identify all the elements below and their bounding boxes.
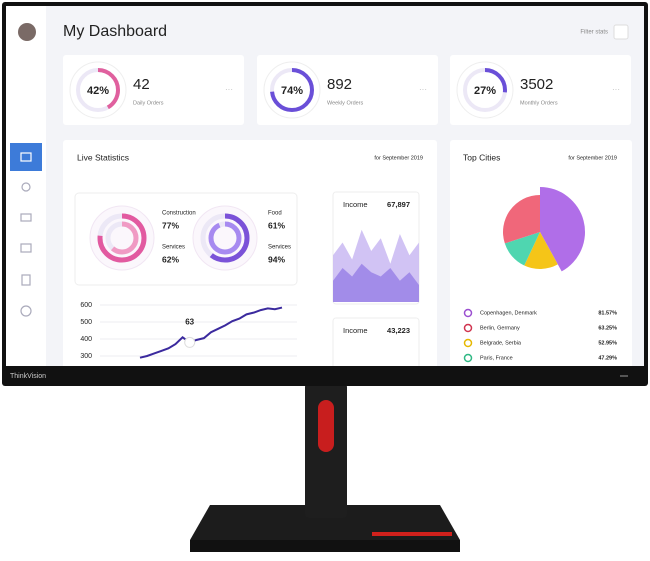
- ring-arc: [200, 213, 250, 263]
- pie-slice: [540, 187, 586, 272]
- city-name: Copenhagen, Denmark: [480, 310, 537, 316]
- stand-accent: [372, 532, 452, 536]
- section-title: Top Cities: [463, 152, 500, 162]
- nav-icon-stats[interactable]: [20, 152, 32, 162]
- stat-caption: Weekly Orders: [327, 100, 364, 106]
- nav-icon-chat[interactable]: [20, 243, 32, 253]
- filter-button[interactable]: Filter stats: [580, 30, 608, 36]
- filter-icon[interactable]: [613, 24, 629, 40]
- ring-arc: [208, 221, 242, 255]
- nav-active[interactable]: [10, 143, 42, 171]
- nav-icon-settings[interactable]: [20, 305, 32, 317]
- period-filter[interactable]: for September 2019: [568, 155, 617, 161]
- stat-caption: Monthly Orders: [520, 100, 558, 106]
- city-value: 63.25%: [598, 325, 617, 331]
- income-value: 67,897: [387, 200, 410, 209]
- stand-base: [190, 505, 460, 540]
- y-tick-label: 400: [80, 336, 92, 343]
- highlight-point: [184, 336, 196, 348]
- ring-arc: [97, 213, 147, 263]
- ring-name: Services: [162, 245, 185, 251]
- stat-menu: ···: [225, 85, 233, 94]
- ring-label: 74%: [281, 85, 303, 97]
- ring-name: Services: [268, 245, 291, 251]
- y-tick-label: 300: [80, 353, 92, 360]
- ring-name: Food: [268, 211, 282, 217]
- avatar: [18, 23, 36, 41]
- income-value: 43,223: [387, 326, 410, 335]
- pie-slice: [504, 232, 540, 266]
- ring-value: 61%: [268, 220, 285, 230]
- power-led: [620, 375, 628, 377]
- sidebar: [6, 6, 46, 366]
- stand-base-edge: [190, 540, 460, 552]
- city-name: Berlin, Germany: [480, 325, 520, 331]
- section-title: Live Statistics: [77, 152, 129, 162]
- city-name: Paris, France: [480, 355, 513, 361]
- city-value: 47.29%: [598, 355, 617, 361]
- pie-slice: [524, 232, 558, 269]
- nav-icon-pin[interactable]: [21, 182, 31, 192]
- pie-slice: [503, 195, 540, 244]
- city-dot: [463, 353, 473, 363]
- city-name: Belgrade, Serbia: [480, 340, 522, 346]
- city-dot: [463, 308, 473, 318]
- city-dot: [463, 338, 473, 348]
- y-tick-label: 600: [80, 302, 92, 309]
- ring-label: 27%: [474, 85, 496, 97]
- cable-hole: [318, 400, 334, 452]
- stat-value: 3502: [520, 76, 553, 93]
- brand: ThinkVision: [10, 373, 46, 380]
- income-name: Income: [343, 200, 368, 209]
- page-title: My Dashboard: [63, 23, 167, 40]
- city-value: 81.57%: [598, 310, 617, 316]
- stat-value: 892: [327, 76, 352, 93]
- stat-menu: ···: [419, 85, 427, 94]
- income-area: [333, 263, 419, 302]
- period-filter[interactable]: for September 2019: [374, 155, 423, 161]
- income-card: [332, 317, 420, 366]
- nav-icon-doc[interactable]: [21, 274, 31, 286]
- ring-label: 42%: [87, 85, 109, 97]
- ring-value: 77%: [162, 220, 179, 230]
- ring-arc: [76, 68, 120, 112]
- income-name: Income: [343, 326, 368, 335]
- ring-arc: [270, 68, 314, 112]
- ring-name: Construction: [162, 211, 196, 217]
- point-annotation: 63: [185, 318, 194, 327]
- screen: My Dashboard Filter stats 42% 42 Daily Ord…: [6, 6, 644, 366]
- stat-caption: Daily Orders: [133, 100, 164, 106]
- ring-value: 94%: [268, 254, 285, 264]
- ring-value: 62%: [162, 254, 179, 264]
- stat-menu: ···: [612, 85, 620, 94]
- stat-value: 42: [133, 76, 150, 93]
- y-tick-label: 500: [80, 319, 92, 326]
- ring-arc: [105, 221, 139, 255]
- line-series: [139, 306, 283, 359]
- city-value: 52.95%: [598, 340, 617, 346]
- ring-arc: [463, 68, 507, 112]
- nav-icon-basket[interactable]: [20, 213, 32, 222]
- city-dot: [463, 323, 473, 333]
